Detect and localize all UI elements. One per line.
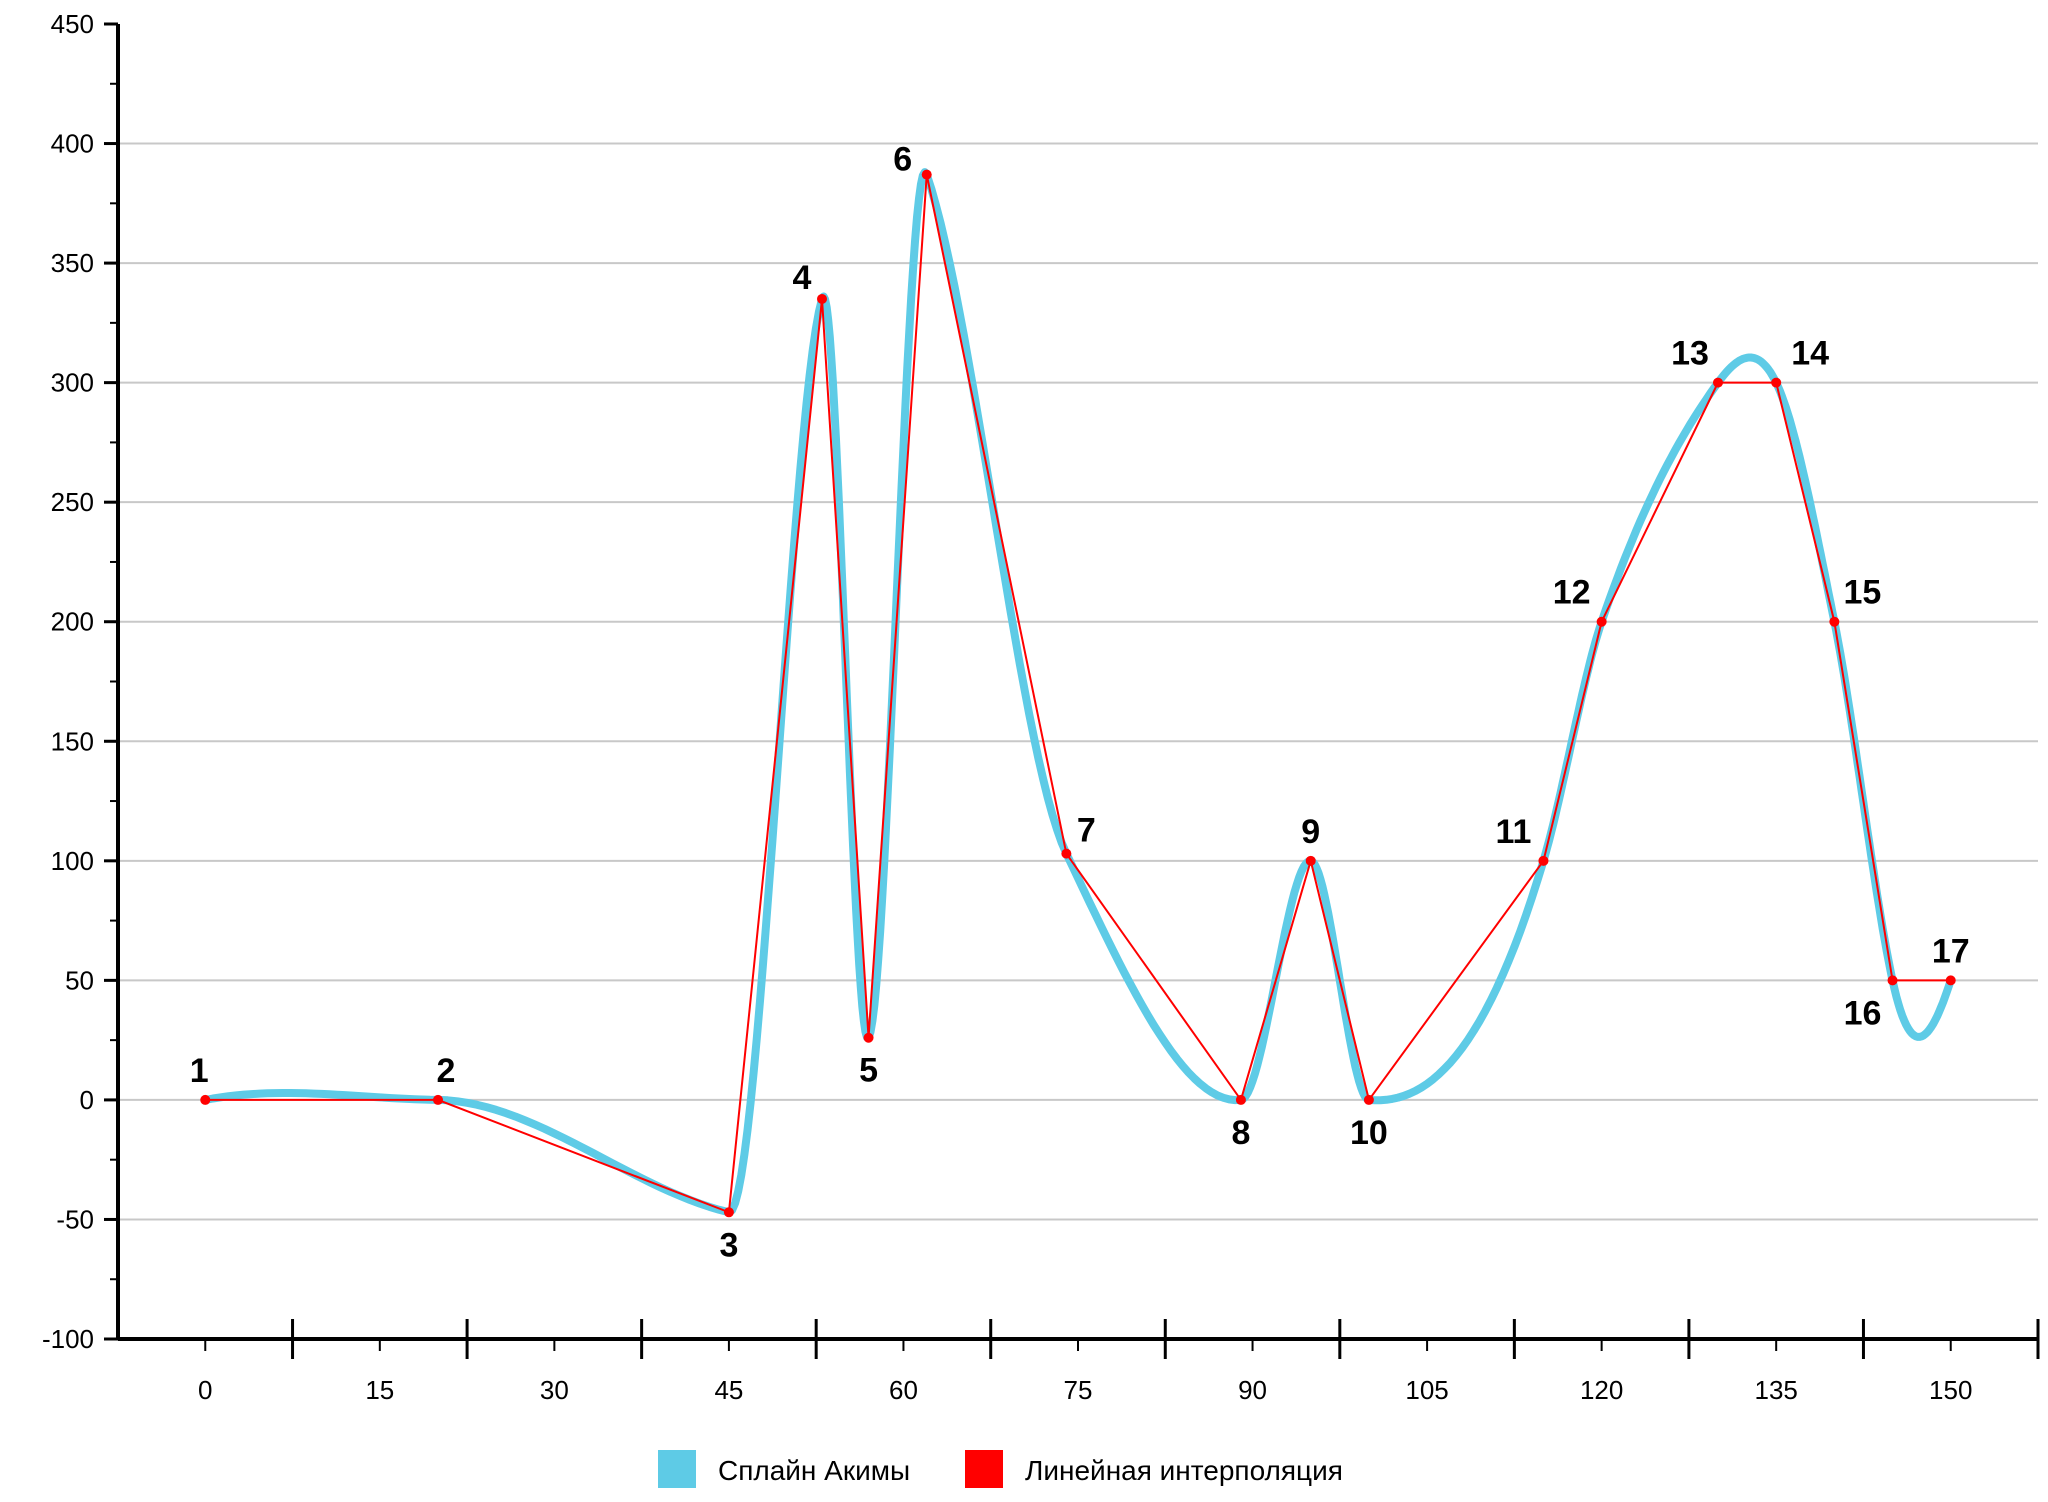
point-label: 8 xyxy=(1231,1114,1250,1152)
data-point xyxy=(1887,975,1898,986)
point-label: 2 xyxy=(437,1052,456,1090)
x-tick-label: 90 xyxy=(1238,1375,1267,1405)
point-label: 16 xyxy=(1844,994,1882,1032)
y-tick-label: 0 xyxy=(80,1085,94,1115)
x-tick-label: 45 xyxy=(714,1375,743,1405)
point-label: 7 xyxy=(1077,812,1096,850)
legend-label-linear: Линейная интерполяция xyxy=(1025,1455,1343,1486)
data-point xyxy=(1235,1094,1246,1105)
x-tick-label: 150 xyxy=(1929,1375,1972,1405)
y-tick-label: 400 xyxy=(51,129,94,159)
x-tick-label: 15 xyxy=(365,1375,394,1405)
data-point xyxy=(433,1094,443,1105)
data-point xyxy=(200,1094,211,1105)
x-tick-label: 0 xyxy=(198,1375,212,1405)
point-label: 15 xyxy=(1843,574,1881,612)
point-label: 4 xyxy=(793,259,812,297)
y-tick-label: 300 xyxy=(51,368,94,398)
y-tick-label: 150 xyxy=(51,726,94,756)
grid-lines xyxy=(118,142,2038,1221)
axes xyxy=(104,22,2040,1359)
data-point xyxy=(1305,855,1316,866)
data-point xyxy=(1596,616,1607,627)
y-tick-label: 200 xyxy=(51,607,94,637)
point-label: 6 xyxy=(893,141,912,179)
x-tick-label: 135 xyxy=(1754,1375,1797,1405)
akima-spline-line xyxy=(201,168,1955,1217)
point-label: 3 xyxy=(719,1226,738,1264)
x-tick-label: 120 xyxy=(1580,1375,1623,1405)
point-label: 5 xyxy=(859,1052,878,1090)
data-point xyxy=(1829,616,1840,627)
legend-label-akima: Сплайн Акимы xyxy=(718,1455,910,1486)
data-point xyxy=(1061,848,1072,859)
y-tick-label: 250 xyxy=(51,487,94,517)
point-label: 1 xyxy=(190,1052,209,1090)
point-label: 17 xyxy=(1932,932,1970,970)
point-label: 14 xyxy=(1791,335,1829,373)
y-tick-label: -100 xyxy=(42,1324,94,1354)
point-label: 10 xyxy=(1350,1114,1388,1152)
y-tick-label: -50 xyxy=(56,1204,94,1234)
data-point xyxy=(1771,377,1782,388)
point-label: 11 xyxy=(1495,813,1531,851)
data-point xyxy=(921,169,932,180)
x-tick-label: 105 xyxy=(1405,1375,1448,1405)
point-label: 12 xyxy=(1553,574,1591,612)
data-point xyxy=(1945,975,1956,986)
x-tick-label: 60 xyxy=(889,1375,918,1405)
y-tick-label: 350 xyxy=(51,248,94,278)
legend: Сплайн Акимы Линейная интерполяция xyxy=(658,1450,1343,1488)
data-point xyxy=(1363,1094,1374,1105)
y-tick-label: 50 xyxy=(65,965,94,995)
data-point xyxy=(817,293,827,304)
point-label: 9 xyxy=(1301,813,1320,851)
data-point xyxy=(863,1032,874,1043)
x-tick-label: 30 xyxy=(540,1375,569,1405)
x-tick-label: 75 xyxy=(1064,1375,1093,1405)
data-point xyxy=(1713,377,1723,388)
data-points xyxy=(200,169,1956,1218)
linear-interpolation-line xyxy=(205,174,1951,1214)
y-tick-label: 450 xyxy=(51,9,94,39)
legend-swatch-linear xyxy=(965,1450,1003,1488)
y-tick-label: 100 xyxy=(51,846,94,876)
point-label: 13 xyxy=(1671,335,1709,373)
legend-swatch-akima xyxy=(658,1450,696,1488)
data-point xyxy=(723,1207,734,1218)
data-point xyxy=(1538,855,1549,866)
